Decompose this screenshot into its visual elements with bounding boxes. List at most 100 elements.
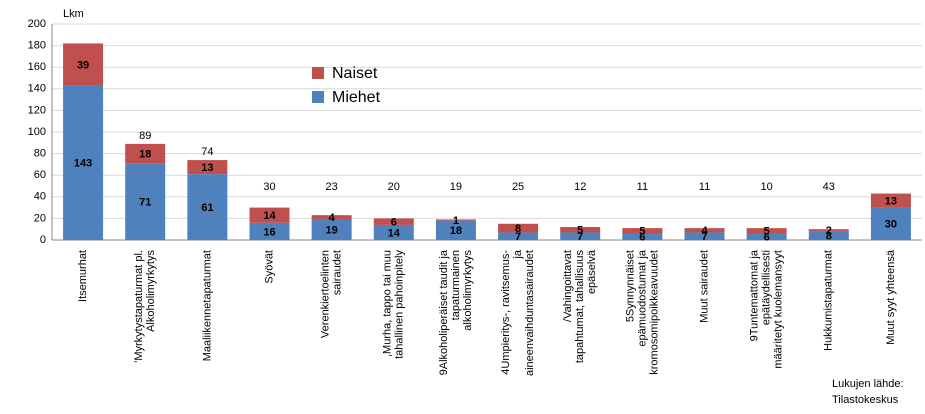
data-label: 13 xyxy=(885,195,897,207)
x-tick-label: Muut sairaudet xyxy=(698,250,710,323)
x-tick-label: /Vahingoittavat xyxy=(562,250,574,322)
bar-segment xyxy=(870,207,911,240)
data-label: 71 xyxy=(139,197,151,209)
total-label: 10 xyxy=(761,181,773,193)
y-tick-label: 40 xyxy=(34,191,46,203)
x-tick-label: Itsemurhat xyxy=(77,250,89,302)
total-label: 89 xyxy=(139,130,151,142)
bar-segment xyxy=(746,228,787,234)
data-label: 30 xyxy=(885,219,897,231)
bar-segment xyxy=(125,143,166,164)
total-label: 11 xyxy=(637,181,648,193)
x-tick-label: tahallinen pahoinpitely xyxy=(394,250,406,359)
y-tick-label: 80 xyxy=(34,148,46,160)
data-label: 7 xyxy=(515,231,521,243)
y-tick-label: 20 xyxy=(34,212,46,224)
data-label: 7 xyxy=(577,231,583,243)
bar-segment xyxy=(622,228,663,234)
total-label: 23 xyxy=(326,181,338,193)
x-tick-label: ja xyxy=(512,249,524,259)
x-tick-label: tapahtumat, tahallisuus xyxy=(574,250,586,364)
data-label: 5 xyxy=(577,225,583,237)
y-unit-label: Lkm xyxy=(63,8,84,20)
x-tick-label: epäselvä xyxy=(586,249,598,294)
bar-segment xyxy=(560,232,601,240)
bar-segment xyxy=(187,174,228,240)
bar-segment xyxy=(684,232,725,240)
x-tick-label: määritetyt kuolemansyyt xyxy=(773,250,785,369)
x-tick-label: epätäydellisesti xyxy=(761,250,773,325)
total-label: 43 xyxy=(823,181,835,193)
x-tick-label: alkoholimyrkytys xyxy=(462,250,474,331)
y-tick-label: 0 xyxy=(40,234,46,246)
y-tick-label: 100 xyxy=(28,126,46,138)
total-label: 74 xyxy=(201,146,213,158)
bar-segment xyxy=(498,232,539,240)
bar-segment xyxy=(249,207,290,223)
x-tick-label: 'Myrkytystapaturmat pl. xyxy=(133,250,145,363)
source-note: Lukujen lähde: xyxy=(832,378,904,390)
legend-swatch xyxy=(312,91,324,103)
x-tick-label: Hukkumistapaturmat xyxy=(823,250,835,351)
data-label: 143 xyxy=(74,158,92,170)
x-tick-label: 9Tuntemattomat ja xyxy=(749,249,761,341)
bar-segment xyxy=(311,219,352,240)
bar-segment xyxy=(249,222,290,240)
bar-segment xyxy=(746,233,787,240)
data-label: 14 xyxy=(388,227,401,239)
total-label: 12 xyxy=(574,181,586,193)
data-label: 18 xyxy=(450,225,462,237)
x-tick-label: aineenvaihduntasairaudet xyxy=(524,250,536,376)
total-label: 20 xyxy=(388,181,400,193)
x-tick-label: 9Alkoholiperäiset taudit ja xyxy=(438,249,450,375)
x-tick-label: epämuodostumat ja xyxy=(636,249,648,346)
data-label: 19 xyxy=(326,225,338,237)
bar-segment xyxy=(63,43,104,86)
data-label: 13 xyxy=(201,162,213,174)
data-label: 18 xyxy=(139,149,151,161)
x-tick-label: Syövät xyxy=(263,250,275,284)
bar-segment xyxy=(622,233,663,240)
x-tick-label: Maaliikennetapaturmat xyxy=(201,250,213,361)
data-label: 1 xyxy=(453,215,459,227)
data-label: 16 xyxy=(263,226,275,238)
bar-segment xyxy=(63,85,104,240)
data-label: 8 xyxy=(515,223,521,235)
y-tick-label: 180 xyxy=(28,40,46,52)
data-label: 14 xyxy=(263,210,276,222)
data-label: 6 xyxy=(391,217,397,229)
bar-segment xyxy=(373,224,414,240)
x-tick-label: tapaturmainen xyxy=(450,250,462,320)
y-tick-label: 160 xyxy=(28,61,46,73)
data-label: 5 xyxy=(639,226,645,238)
x-tick-label: 5Synnynnäiset xyxy=(624,250,636,322)
y-tick-label: 120 xyxy=(28,104,46,116)
x-tick-label: 4Umpieritys-, ravitsemus- xyxy=(500,250,512,375)
data-label: 8 xyxy=(826,231,832,243)
x-tick-label: kromosomipoikkeavuudet xyxy=(648,250,660,375)
legend-label: Miehet xyxy=(332,89,381,106)
total-label: 30 xyxy=(263,181,275,193)
bar-segment xyxy=(373,218,414,225)
data-label: 5 xyxy=(764,226,770,238)
data-label: 4 xyxy=(329,212,336,224)
bar-segment xyxy=(560,227,601,233)
total-label: 11 xyxy=(699,181,710,193)
data-label: 2 xyxy=(826,225,832,237)
bar-segment xyxy=(870,193,911,208)
x-tick-label: Alkoholimyrkytys xyxy=(145,250,157,332)
legend-swatch xyxy=(312,67,324,79)
bar-segment xyxy=(435,220,476,240)
bar-segment xyxy=(435,219,476,221)
x-tick-label: Muut syyt yhteensä xyxy=(885,249,897,345)
data-label: 7 xyxy=(701,231,707,243)
bar-segment xyxy=(187,160,228,175)
y-tick-label: 200 xyxy=(28,18,46,30)
total-label: 19 xyxy=(450,181,462,193)
source-note: Tilastokeskus xyxy=(832,394,899,406)
x-tick-label: Verenkiertoelinten xyxy=(320,250,332,338)
bar-segment xyxy=(125,163,166,240)
total-label: 25 xyxy=(512,181,524,193)
x-tick-label: ,Murha, tappo tai muu xyxy=(382,250,394,357)
